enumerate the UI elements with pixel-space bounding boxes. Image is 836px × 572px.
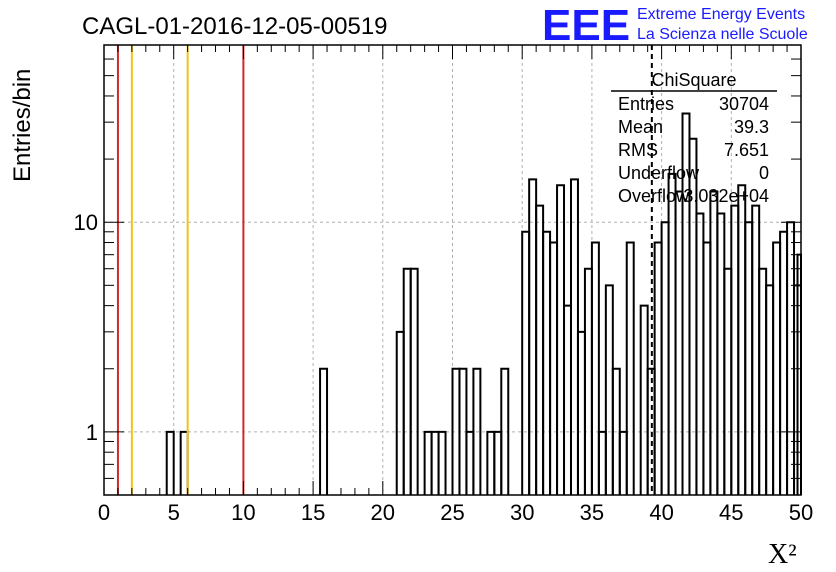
stats-box: ChiSquare Entries 30704 Mean 39.3 RMS 7.651 Und… bbox=[611, 70, 777, 206]
histogram-bin bbox=[709, 190, 719, 495]
histogram-bin bbox=[702, 241, 712, 495]
histogram-bin bbox=[179, 430, 189, 495]
x-axis-label: X² bbox=[768, 539, 797, 570]
histogram-bin bbox=[437, 430, 447, 495]
histogram-bin bbox=[549, 241, 559, 495]
histogram-bin bbox=[430, 430, 440, 495]
histogram-series bbox=[165, 112, 802, 495]
stats-value: 7.651 bbox=[724, 140, 769, 160]
histogram-bin bbox=[528, 178, 538, 495]
histogram-bin bbox=[409, 267, 419, 495]
eee-logo-line2: La Scienza nelle Scuole bbox=[637, 26, 808, 43]
reference-lines bbox=[116, 45, 653, 495]
y-axis-label: Entries/bin bbox=[9, 69, 36, 182]
histogram-bin bbox=[395, 330, 405, 495]
histogram-bin bbox=[521, 230, 531, 495]
x-tick-label: 0 bbox=[98, 500, 110, 525]
histogram-bin bbox=[402, 267, 412, 495]
histogram-bin bbox=[758, 267, 768, 495]
histogram-bin bbox=[716, 212, 726, 495]
histogram-bin bbox=[493, 430, 503, 495]
stats-box-title: ChiSquare bbox=[651, 70, 736, 90]
histogram-bin bbox=[772, 241, 782, 495]
histogram-bin bbox=[695, 212, 705, 495]
stats-value: 39.3 bbox=[734, 117, 769, 137]
y-tick-label: 1 bbox=[86, 420, 98, 445]
histogram-bin bbox=[765, 284, 775, 495]
histogram-bin bbox=[660, 221, 670, 495]
histogram-bin bbox=[597, 430, 607, 495]
histogram-bin bbox=[653, 241, 663, 495]
histogram-bin bbox=[737, 184, 747, 495]
stats-label: Entries bbox=[618, 94, 674, 114]
stats-value: 3.032e+04 bbox=[683, 186, 769, 206]
histogram-bin bbox=[500, 367, 510, 495]
histogram-bin bbox=[639, 304, 649, 495]
stats-value: 0 bbox=[759, 163, 769, 183]
histogram-bin bbox=[472, 367, 482, 495]
x-tick-label: 40 bbox=[649, 500, 673, 525]
histogram-bin bbox=[423, 430, 433, 495]
x-tick-label: 10 bbox=[231, 500, 255, 525]
histogram-bin bbox=[730, 204, 740, 495]
stats-value: 30704 bbox=[719, 94, 769, 114]
x-tick-label: 35 bbox=[580, 500, 604, 525]
histogram-bin bbox=[542, 230, 552, 495]
histogram-bin bbox=[618, 430, 628, 495]
histogram-bin bbox=[319, 367, 329, 495]
histogram-bin bbox=[625, 241, 635, 495]
histogram-bin bbox=[165, 430, 175, 495]
histogram-bin bbox=[563, 304, 572, 495]
histogram-bin bbox=[604, 284, 614, 495]
stats-label: RMS bbox=[618, 140, 658, 160]
stats-label: Underflow bbox=[618, 163, 700, 183]
y-tick-label: 10 bbox=[74, 210, 98, 235]
histogram-bin bbox=[535, 204, 545, 495]
histogram-bin bbox=[751, 204, 761, 495]
x-tick-labels: 0 5 10 15 20 25 30 35 40 45 50 bbox=[98, 500, 813, 525]
x-tick-label: 45 bbox=[719, 500, 743, 525]
histogram-bin bbox=[465, 430, 475, 495]
x-tick-label: 30 bbox=[510, 500, 534, 525]
x-tick-label: 20 bbox=[371, 500, 395, 525]
histogram-bin bbox=[556, 184, 566, 495]
histogram-bin bbox=[486, 430, 496, 495]
histogram-bin bbox=[744, 221, 754, 495]
histogram-bin bbox=[786, 221, 796, 495]
stats-label: Mean bbox=[618, 117, 663, 137]
x-tick-label: 15 bbox=[301, 500, 325, 525]
histogram-bin bbox=[576, 330, 586, 495]
eee-logo: EEE Extreme Energy Events La Scienza nel… bbox=[542, 1, 808, 50]
histogram-bin bbox=[779, 230, 789, 495]
histogram-bin bbox=[674, 190, 684, 495]
histogram-bin bbox=[569, 178, 579, 495]
histogram-bin bbox=[590, 241, 600, 495]
stats-label: Overflow bbox=[618, 186, 690, 206]
histogram-bin bbox=[723, 267, 733, 495]
x-tick-label: 25 bbox=[440, 500, 464, 525]
y-tick-labels: 1 10 bbox=[74, 210, 98, 445]
x-tick-label: 50 bbox=[789, 500, 813, 525]
chart-title: CAGL-01-2016-12-05-00519 bbox=[82, 13, 388, 40]
axes bbox=[103, 44, 802, 496]
x-tick-label: 5 bbox=[168, 500, 180, 525]
eee-logo-letters: EEE bbox=[542, 1, 630, 50]
histogram-bin bbox=[583, 267, 593, 495]
eee-logo-line1: Extreme Energy Events bbox=[637, 6, 805, 23]
